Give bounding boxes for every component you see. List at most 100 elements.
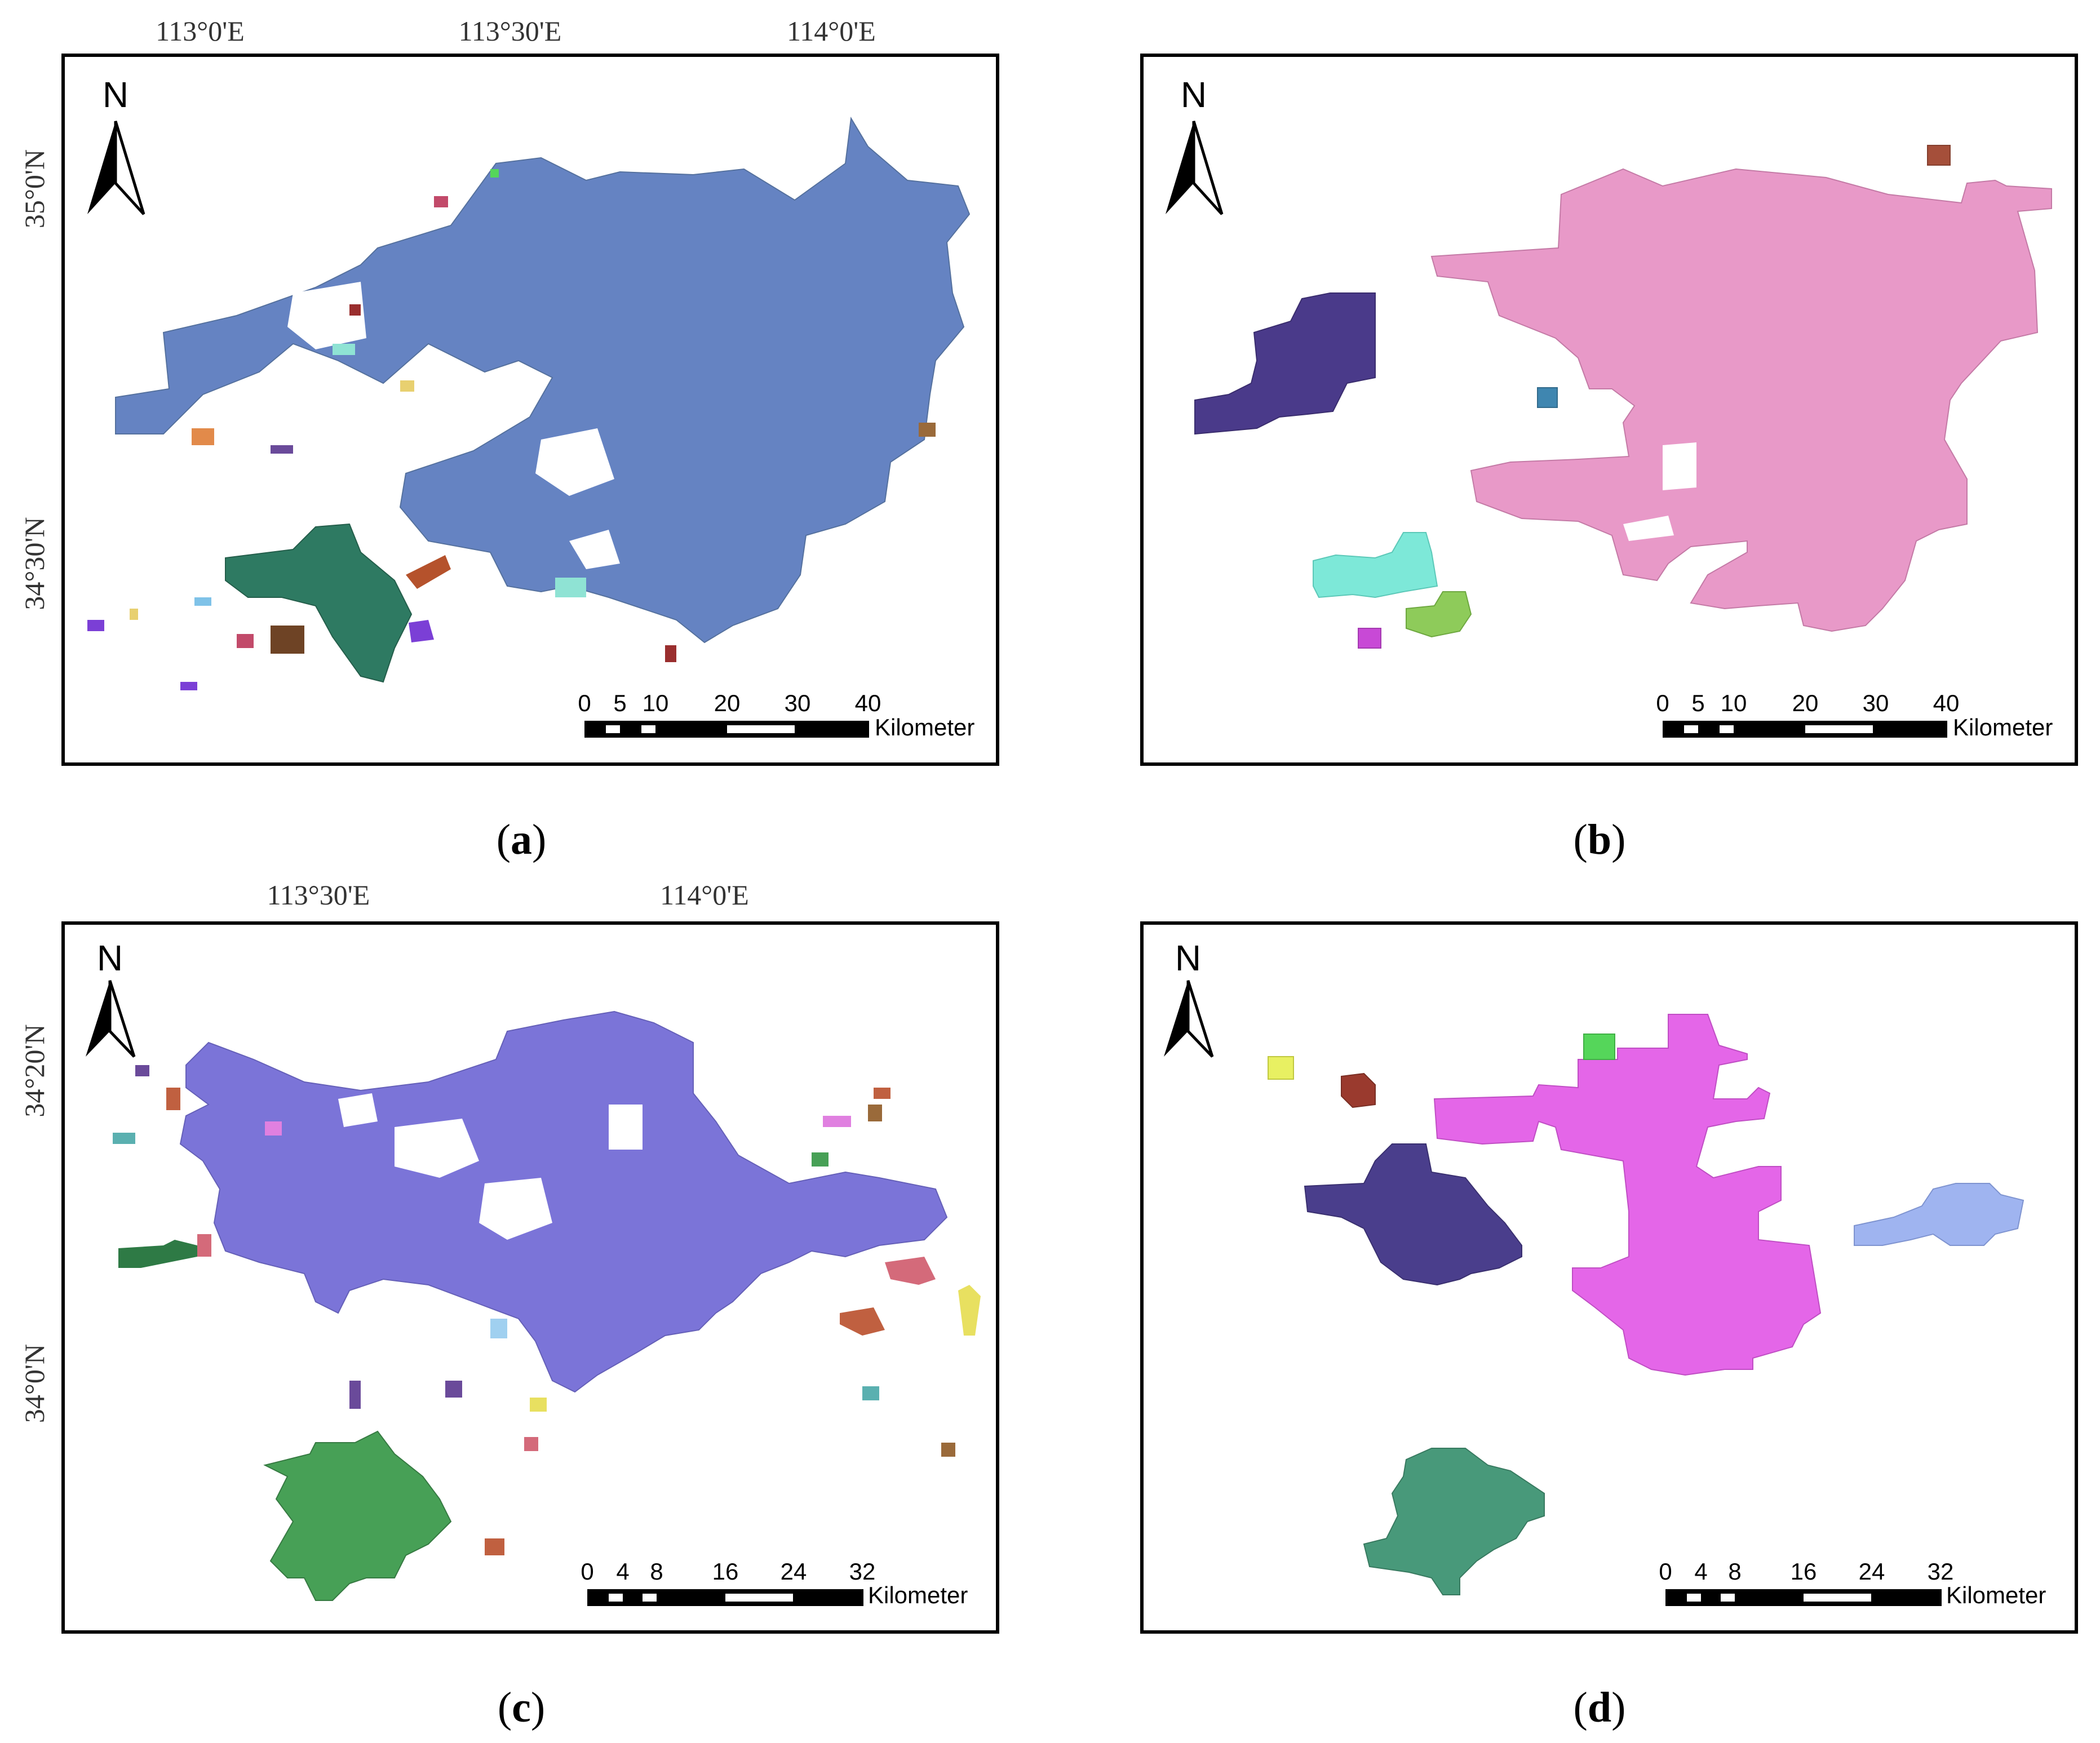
panel-c-patch: [823, 1116, 851, 1127]
north-arrow-icon: [1166, 121, 1194, 214]
scale-tick-label: 10: [1721, 690, 1747, 716]
panel-c: 113°30'E 114°0'E 34°20'N 34°0'N N: [19, 879, 999, 1731]
panel-c-gap-4: [338, 1093, 378, 1127]
scale-bar-segment: [1804, 1594, 1871, 1602]
scale-bar-segment: [643, 1594, 657, 1602]
panel-a-top-label-1: 113°0'E: [156, 15, 245, 47]
panel-a-caption: (a): [497, 816, 547, 863]
north-arrow-icon: [1164, 981, 1188, 1057]
panel-a-scale-bar: 0 5 10 20 30 40 Kilometer: [578, 690, 974, 740]
panel-a-green-cluster: [225, 523, 413, 683]
panel-d-north-arrow: N: [1164, 938, 1214, 1058]
panel-b-patch: [1313, 532, 1438, 598]
panel-a-gap-1: [265, 361, 338, 417]
panel-c-patch: [524, 1437, 538, 1451]
panel-b-patch: [1537, 387, 1558, 408]
panel-d-north-letter: N: [1175, 938, 1201, 978]
panel-a-gap-2: [535, 428, 614, 496]
panel-d-patch: [1341, 1072, 1376, 1108]
panel-c-patch: [118, 1240, 197, 1268]
panel-c-patch: [445, 1381, 462, 1398]
scale-tick-label: 10: [643, 690, 669, 716]
scale-tick-label: 24: [1859, 1558, 1885, 1585]
panel-c-caption: (c): [498, 1684, 545, 1731]
scale-bar-segment: [1684, 725, 1698, 733]
scale-unit-label: Kilometer: [1953, 714, 2053, 740]
panel-a-patch: [180, 682, 197, 690]
panel-c-patch: [812, 1152, 829, 1167]
panel-a-patch: [349, 304, 361, 316]
panel-b-main-cluster: [1430, 168, 2052, 632]
panel-c-patch: [166, 1088, 180, 1110]
scale-tick-label: 0: [1656, 690, 1669, 716]
scale-tick-label: 0: [1659, 1558, 1672, 1585]
scale-unit-label: Kilometer: [875, 714, 974, 740]
panel-a-side-label-2: 34°30'N: [19, 517, 50, 610]
north-arrow-icon: [86, 981, 110, 1057]
panel-b-north-arrow: N: [1166, 74, 1224, 215]
panel-b-gap-2: [1623, 516, 1674, 541]
scale-tick-label: 8: [650, 1558, 663, 1585]
scale-tick-label: 40: [855, 690, 881, 716]
panel-c-patch: [263, 1430, 452, 1601]
panel-b: N 0 5 10 20 30 40 Kilometer (b): [1140, 54, 2078, 863]
panel-a-side-label-1: 35°0'N: [19, 149, 50, 228]
panel-b-patch: [1927, 145, 1951, 166]
panel-d: N 0 4 8 16 24 32 Kilometer (d): [1140, 921, 2078, 1731]
panel-c-patch: [868, 1105, 882, 1121]
panel-d-patch: [1363, 1448, 1545, 1595]
panel-c-patch: [349, 1381, 361, 1409]
panel-c-gap-1: [395, 1119, 479, 1178]
panel-a-patch: [665, 645, 676, 662]
panel-c-patch: [485, 1538, 504, 1555]
panel-c-patch: [490, 1319, 507, 1338]
panel-a-patch: [87, 620, 104, 631]
panel-c-patch: [874, 1088, 890, 1099]
panel-c-patch: [862, 1386, 879, 1400]
panel-a-patch: [130, 609, 138, 620]
panel-a-patch: [237, 634, 254, 648]
panel-a-patch: [333, 344, 355, 355]
scale-unit-label: Kilometer: [868, 1582, 968, 1608]
scale-tick-label: 5: [613, 690, 626, 716]
scale-tick-label: 20: [1792, 690, 1819, 716]
panel-b-caption: (b): [1574, 816, 1626, 863]
panel-b-patch: [1194, 292, 1376, 435]
panel-c-patch: [113, 1133, 135, 1144]
panel-a-patch: [490, 169, 499, 178]
scale-bar-segment: [1721, 1594, 1735, 1602]
north-arrow-outline-icon: [114, 121, 145, 215]
panel-a-north-arrow: N: [87, 74, 145, 215]
scale-bar-segment: [609, 1594, 623, 1602]
panel-d-patch: [1854, 1183, 2024, 1246]
panel-a-patch: [555, 578, 586, 597]
north-arrow-outline-icon: [1192, 121, 1224, 215]
scale-tick-label: 30: [785, 690, 811, 716]
scale-tick-label: 40: [1933, 690, 1960, 716]
panel-d-scale-bar: 0 4 8 16 24 32 Kilometer: [1659, 1558, 2046, 1608]
scale-bar-segment: [606, 725, 620, 733]
panel-b-patch: [1406, 591, 1472, 638]
panel-a-gap-3: [569, 530, 620, 569]
panel-a-gap-4: [287, 282, 366, 349]
scale-tick-label: 32: [1928, 1558, 1954, 1585]
panel-c-top-label-1: 113°30'E: [267, 879, 370, 911]
panel-b-scale-bar: 0 5 10 20 30 40 Kilometer: [1656, 690, 2053, 740]
panel-d-patch: [1268, 1056, 1294, 1080]
scale-unit-label: Kilometer: [1946, 1582, 2046, 1608]
panel-a-patch: [409, 620, 434, 642]
panel-c-north-letter: N: [97, 938, 123, 978]
panel-c-patch: [265, 1121, 282, 1136]
panel-b-patch: [1358, 628, 1381, 649]
scale-tick-label: 16: [1791, 1558, 1817, 1585]
scale-tick-label: 8: [1728, 1558, 1741, 1585]
scale-tick-label: 4: [616, 1558, 629, 1585]
panel-c-patch: [885, 1257, 936, 1285]
scale-bar-segment: [1805, 725, 1873, 733]
panel-c-patch: [941, 1443, 955, 1457]
panel-a-patch: [271, 626, 304, 654]
scale-bar-segment: [725, 1594, 793, 1602]
panel-a: 113°0'E 113°30'E 114°0'E 35°0'N 34°30'N: [19, 15, 999, 863]
panel-a-patch: [434, 196, 448, 207]
